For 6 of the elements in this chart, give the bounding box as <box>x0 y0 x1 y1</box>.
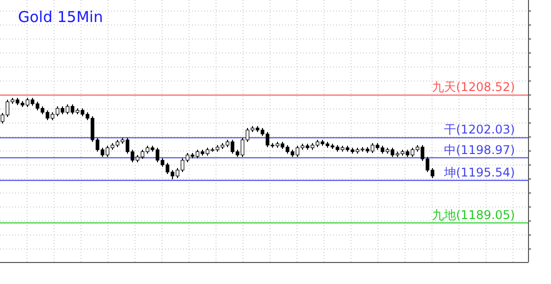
ref-line-label: 九地(1189.05) <box>432 208 515 222</box>
ref-line-label: 干(1202.03) <box>444 122 515 137</box>
ref-line-label: 坤(1195.54) <box>443 165 515 180</box>
ref-line-label: 九天(1208.52) <box>432 80 515 94</box>
ref-line-label: 中(1198.97) <box>444 142 515 157</box>
text: Gold 15Min <box>18 8 103 26</box>
